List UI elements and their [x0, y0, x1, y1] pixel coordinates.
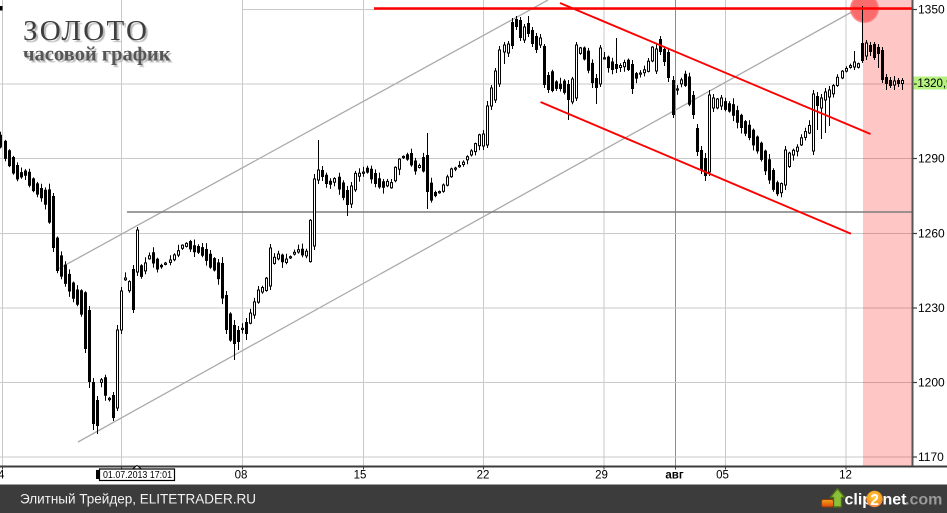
- svg-text:net: net: [883, 492, 908, 509]
- svg-text:12: 12: [839, 470, 852, 482]
- svg-text:29: 29: [595, 470, 608, 482]
- svg-text:01.07.2013 17:01: 01.07.2013 17:01: [103, 470, 172, 481]
- svg-text:22: 22: [477, 470, 490, 482]
- svg-text:05: 05: [716, 470, 729, 482]
- svg-text:1200: 1200: [918, 376, 945, 390]
- svg-text:4: 4: [0, 470, 5, 482]
- svg-text:ЗОЛОТО: ЗОЛОТО: [23, 15, 149, 47]
- svg-text:08: 08: [235, 470, 248, 482]
- svg-text:15: 15: [354, 470, 367, 482]
- svg-text:1230: 1230: [918, 301, 945, 315]
- svg-text:часовой график: часовой график: [23, 44, 171, 66]
- svg-text:1170: 1170: [918, 450, 944, 464]
- svg-text:Элитный Трейдер, ELITETRADER.R: Элитный Трейдер, ELITETRADER.RU: [20, 492, 256, 507]
- svg-text:1260: 1260: [918, 227, 945, 241]
- svg-text:авг: авг: [665, 470, 683, 482]
- svg-text:1350: 1350: [918, 3, 945, 17]
- svg-text:2: 2: [870, 492, 879, 509]
- svg-text:.com: .com: [905, 492, 942, 509]
- svg-text:-1320,9: -1320,9: [914, 78, 947, 90]
- svg-text:clip: clip: [845, 492, 873, 509]
- svg-text:1290: 1290: [918, 152, 945, 166]
